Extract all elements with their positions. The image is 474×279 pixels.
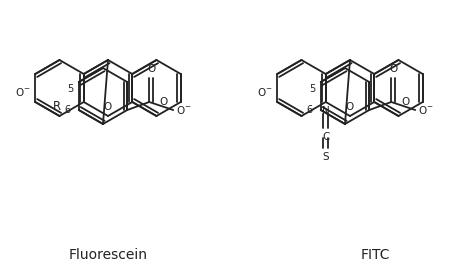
Text: O: O: [159, 97, 168, 107]
Text: 5: 5: [310, 84, 316, 94]
Text: O$^{-}$: O$^{-}$: [418, 104, 434, 116]
Text: 6: 6: [307, 105, 313, 115]
Text: O: O: [346, 102, 354, 112]
Text: S: S: [322, 152, 329, 162]
Text: 5: 5: [67, 84, 74, 94]
Text: O: O: [104, 102, 112, 112]
Text: FITC: FITC: [360, 248, 390, 262]
Text: N: N: [322, 106, 329, 116]
Text: Fluorescein: Fluorescein: [69, 248, 147, 262]
Text: O$^{-}$: O$^{-}$: [257, 86, 272, 98]
Text: O$^{-}$: O$^{-}$: [176, 104, 192, 116]
Text: O: O: [401, 97, 410, 107]
Text: 6: 6: [64, 105, 71, 115]
Text: C: C: [322, 132, 329, 142]
Text: O: O: [147, 64, 155, 74]
Text: O: O: [389, 64, 397, 74]
Text: R: R: [53, 100, 61, 113]
Text: O$^{-}$: O$^{-}$: [15, 86, 30, 98]
